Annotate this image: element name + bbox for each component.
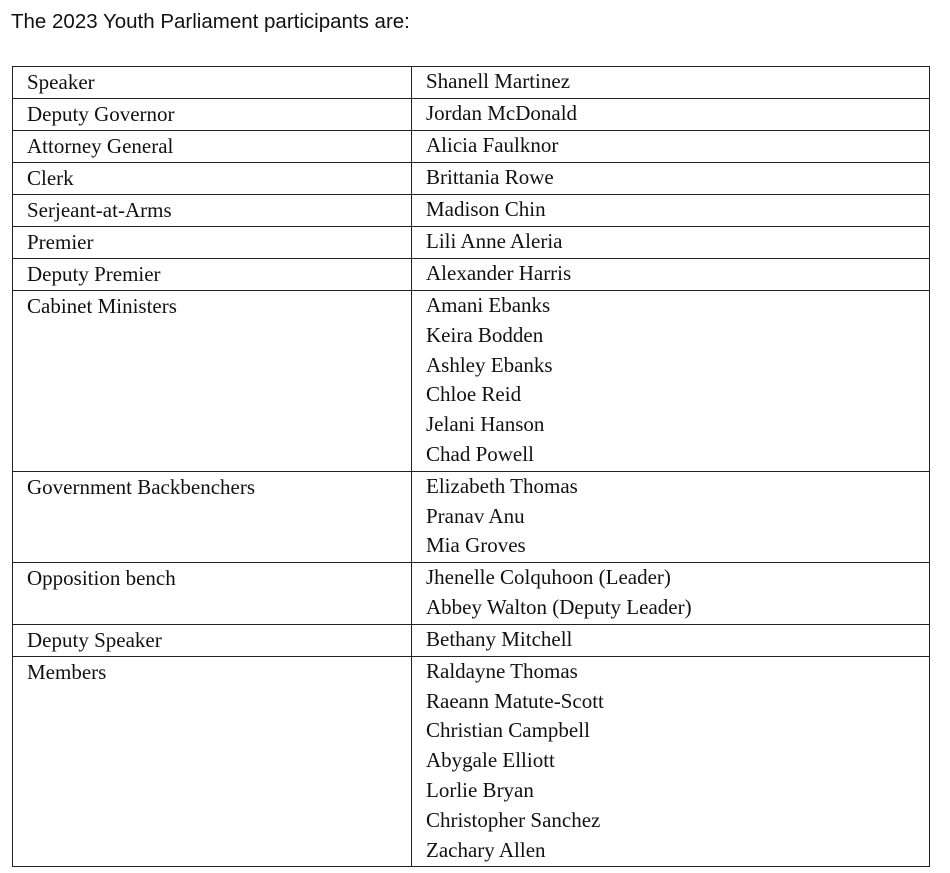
participant-name: Abbey Walton (Deputy Leader) bbox=[426, 594, 692, 619]
participant-name: Alexander Harris bbox=[426, 261, 572, 285]
role-cell: Government Backbenchers bbox=[12, 470, 412, 564]
participant-name: Keira Bodden bbox=[426, 322, 544, 347]
participant-name: Chad Powell bbox=[426, 441, 534, 466]
role-cell: Members bbox=[12, 655, 412, 868]
role-cell: Deputy Speaker bbox=[12, 623, 412, 657]
participant-name: Jelani Hanson bbox=[426, 412, 545, 437]
table-row: Opposition bench Jhenelle Colquhoon (Lead… bbox=[12, 562, 930, 625]
participant-name: Christopher Sanchez bbox=[426, 807, 601, 832]
participant-name: Christian Campbell bbox=[426, 718, 590, 743]
role-cell: Attorney General bbox=[12, 130, 412, 163]
names-cell: Shanell Martinez bbox=[411, 66, 930, 99]
participant-name: Lorlie Bryan bbox=[426, 777, 534, 802]
role-cell: Opposition bench bbox=[12, 562, 412, 625]
names-cell: Raldayne Thomas Raeann Matute-Scott Christ… bbox=[411, 655, 930, 868]
role-cell: Deputy Governor bbox=[12, 98, 412, 131]
table-row: Speaker Shanell Martinez bbox=[12, 66, 930, 99]
role-cell: Premier bbox=[12, 226, 412, 259]
participant-name: Chloe Reid bbox=[426, 382, 522, 407]
names-cell: Elizabeth Thomas Pranav Anu Mia Groves bbox=[411, 470, 930, 564]
participant-name: Elizabeth Thomas bbox=[426, 473, 578, 498]
table-row: Deputy Governor Jordan McDonald bbox=[12, 98, 930, 131]
participant-name: Abygale Elliott bbox=[426, 748, 555, 773]
names-cell: Jhenelle Colquhoon (Leader) Abbey Walton … bbox=[411, 562, 930, 625]
table-row: Deputy Speaker Bethany Mitchell bbox=[12, 623, 930, 657]
role-cell: Clerk bbox=[12, 162, 412, 195]
participant-name: Raeann Matute-Scott bbox=[426, 688, 604, 713]
document-heading: The 2023 Youth Parliament participants a… bbox=[11, 10, 410, 33]
names-cell: Jordan McDonald bbox=[411, 98, 930, 131]
participant-name: Jhenelle Colquhoon (Leader) bbox=[426, 565, 671, 590]
participant-name: Ashley Ebanks bbox=[426, 352, 553, 377]
role-cell: Cabinet Ministers bbox=[12, 290, 412, 472]
participant-name: Amani Ebanks bbox=[426, 293, 551, 317]
participants-table: Speaker Shanell Martinez Deputy Governor Jo… bbox=[12, 66, 930, 868]
names-cell: Madison Chin bbox=[411, 194, 930, 227]
participant-name: Zachary Allen bbox=[426, 837, 546, 862]
names-cell: Bethany Mitchell bbox=[411, 623, 930, 657]
table-row: Attorney General Alicia Faulknor bbox=[12, 130, 930, 163]
participant-name: Madison Chin bbox=[426, 197, 546, 221]
participant-name: Shanell Martinez bbox=[426, 69, 571, 93]
table-row: Cabinet Ministers Amani Ebanks Keira Bodde… bbox=[12, 290, 930, 472]
table-row: Deputy Premier Alexander Harris bbox=[12, 258, 930, 291]
participant-name: Jordan McDonald bbox=[426, 101, 578, 125]
participant-name: Alicia Faulknor bbox=[426, 133, 559, 157]
participant-name: Lili Anne Aleria bbox=[426, 229, 563, 253]
table-row: Clerk Brittania Rowe bbox=[12, 162, 930, 195]
table-row: Government Backbenchers Elizabeth Thomas P… bbox=[12, 470, 930, 564]
names-cell: Brittania Rowe bbox=[411, 162, 930, 195]
names-cell: Amani Ebanks Keira Bodden Ashley Ebanks Chl… bbox=[411, 290, 930, 472]
table-row: Premier Lili Anne Aleria bbox=[12, 226, 930, 259]
table-row: Members Raldayne Thomas Raeann Matute-Scot… bbox=[12, 655, 930, 868]
participant-name: Brittania Rowe bbox=[426, 165, 554, 189]
table-row: Serjeant-at-Arms Madison Chin bbox=[12, 194, 930, 227]
participant-name: Raldayne Thomas bbox=[426, 658, 578, 683]
role-cell: Serjeant-at-Arms bbox=[12, 194, 412, 227]
names-cell: Alicia Faulknor bbox=[411, 130, 930, 163]
participant-name: Pranav Anu bbox=[426, 503, 525, 528]
role-cell: Speaker bbox=[12, 66, 412, 99]
role-cell: Deputy Premier bbox=[12, 258, 412, 291]
participant-name: Mia Groves bbox=[426, 533, 526, 558]
participant-name: Bethany Mitchell bbox=[426, 626, 573, 651]
names-cell: Alexander Harris bbox=[411, 258, 930, 291]
names-cell: Lili Anne Aleria bbox=[411, 226, 930, 259]
